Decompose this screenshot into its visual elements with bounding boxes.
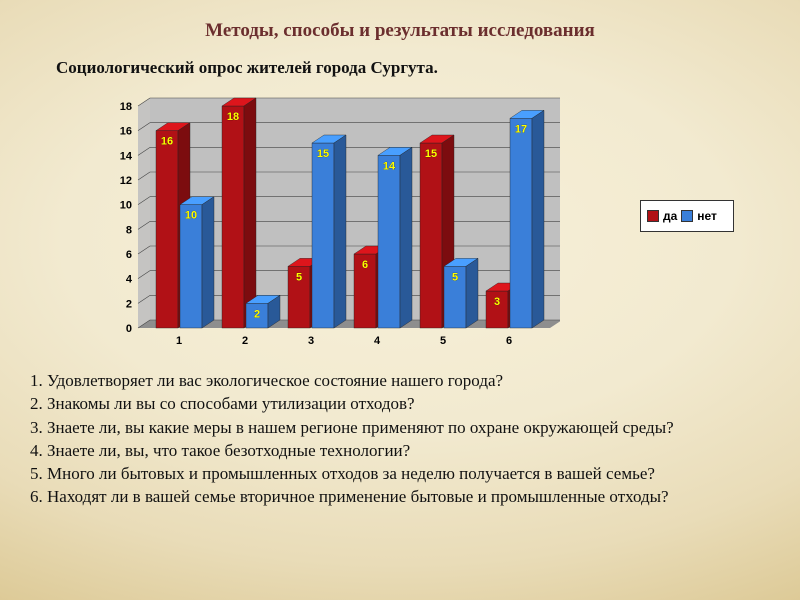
svg-text:15: 15 (317, 148, 329, 160)
svg-text:5: 5 (452, 271, 458, 283)
svg-text:4: 4 (374, 335, 381, 347)
question-item: 5. Много ли бытовых и промышленных отход… (30, 463, 770, 484)
svg-text:6: 6 (126, 249, 132, 261)
svg-text:8: 8 (126, 224, 132, 236)
svg-text:10: 10 (185, 210, 197, 222)
svg-text:12: 12 (120, 175, 132, 187)
svg-text:2: 2 (254, 308, 260, 320)
chart-legend: да нет (640, 200, 734, 232)
question-item: 3. Знаете ли, вы какие меры в нашем реги… (30, 417, 770, 438)
svg-text:16: 16 (120, 126, 132, 138)
svg-text:2: 2 (126, 298, 132, 310)
svg-text:16: 16 (161, 136, 173, 148)
survey-bar-chart: 0 2 4 6 8 10 12 14 16 18 16 10 1 18 2 2 5 15 3 6 14 4 15 5 5 3 17 6 (90, 86, 560, 356)
svg-text:18: 18 (120, 101, 132, 113)
question-list: 1. Удовлетворяет ли вас экологическое со… (30, 370, 770, 510)
question-item: 2. Знакомы ли вы со способами утилизации… (30, 393, 770, 414)
question-item: 4. Знаете ли, вы, что такое безотходные … (30, 440, 770, 461)
svg-text:5: 5 (296, 271, 302, 283)
legend-swatch (681, 210, 693, 222)
legend-label: да (663, 209, 677, 223)
svg-text:17: 17 (515, 123, 527, 135)
svg-text:18: 18 (227, 111, 239, 123)
page-subtitle: Социологический опрос жителей города Сур… (56, 58, 438, 78)
question-item: 6. Находят ли в вашей семье вторичное пр… (30, 486, 770, 507)
svg-text:3: 3 (494, 296, 500, 308)
svg-text:5: 5 (440, 335, 446, 347)
svg-text:4: 4 (126, 274, 133, 286)
svg-text:14: 14 (120, 150, 133, 162)
svg-text:15: 15 (425, 148, 437, 160)
svg-text:6: 6 (362, 259, 368, 271)
page-title: Методы, способы и результаты исследовани… (0, 20, 800, 42)
svg-text:14: 14 (383, 160, 396, 172)
svg-text:3: 3 (308, 335, 314, 347)
svg-text:0: 0 (126, 323, 132, 335)
question-item: 1. Удовлетворяет ли вас экологическое со… (30, 370, 770, 391)
svg-text:1: 1 (176, 335, 182, 347)
svg-text:6: 6 (506, 335, 512, 347)
svg-text:2: 2 (242, 335, 248, 347)
legend-swatch (647, 210, 659, 222)
svg-text:10: 10 (120, 200, 132, 212)
legend-label: нет (697, 209, 717, 223)
